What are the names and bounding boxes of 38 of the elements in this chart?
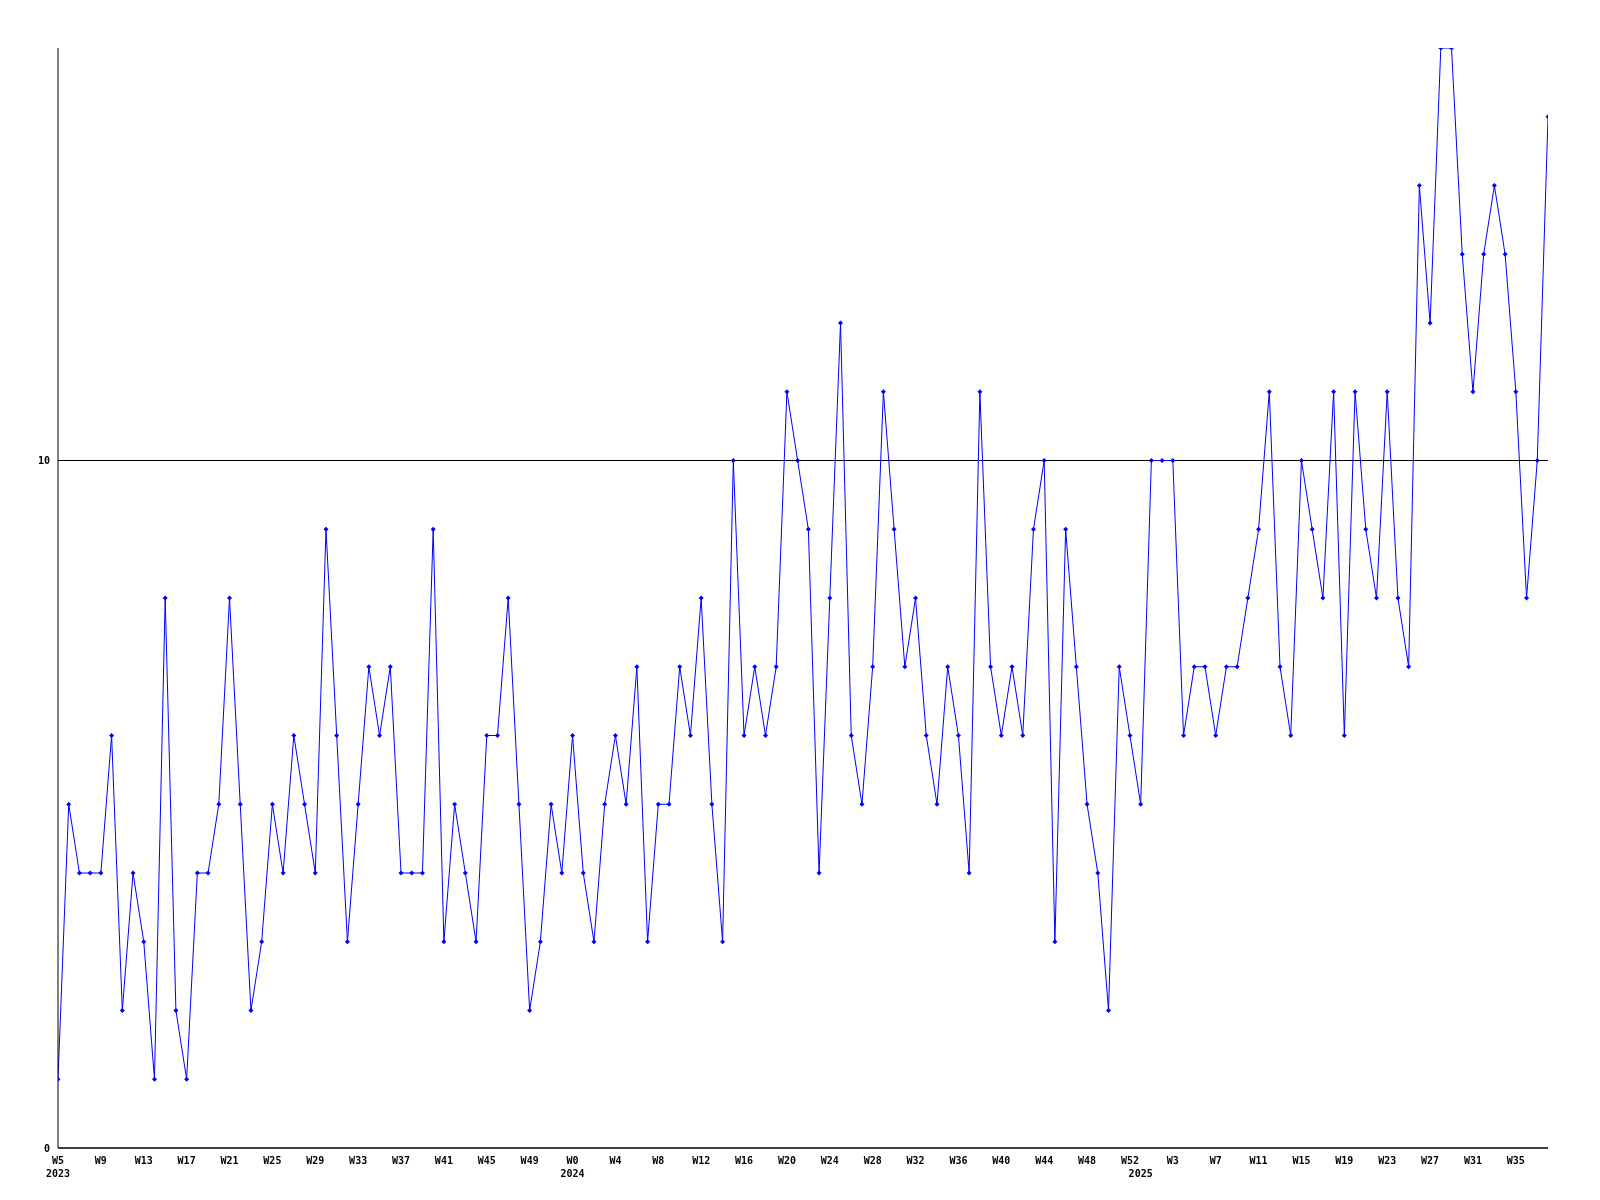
x-tick-label: W35 (1506, 1155, 1525, 1166)
x-tick-label: W25 (263, 1155, 282, 1166)
x-tick-label: W17 (177, 1155, 196, 1166)
x-tick-label: W29 (306, 1155, 325, 1166)
y-tick-label: 10 (37, 455, 50, 467)
x-tick-label: W36 (949, 1155, 968, 1166)
x-tick-label: W41 (434, 1155, 453, 1166)
x-tick-label: W19 (1335, 1155, 1354, 1166)
x-tick-label: W52 (1120, 1155, 1139, 1166)
x-tick-label: W0 2024 (560, 1155, 585, 1179)
x-tick-label: W15 (1292, 1155, 1311, 1166)
x-tick-label: W44 (1035, 1155, 1054, 1166)
x-tick-label: W31 (1463, 1155, 1482, 1166)
x-tick-label: W13 (134, 1155, 153, 1166)
x-tick-label: W45 (477, 1155, 496, 1166)
x-tick-label: W9 (94, 1155, 107, 1166)
x-tick-label: W11 (1249, 1155, 1268, 1166)
x-tick-label: W12 (692, 1155, 711, 1166)
x-tick-label: W33 (349, 1155, 368, 1166)
x-tick-label: W21 (220, 1155, 239, 1166)
y-tick-label: 0 (43, 1142, 50, 1154)
x-tick-label: W27 (1421, 1155, 1440, 1166)
x-tick-label: W16 (735, 1155, 754, 1166)
x-tick-label: W24 (820, 1155, 839, 1166)
x-tick-label: W37 (391, 1155, 411, 1166)
x-tick-label: W3 (1166, 1155, 1179, 1166)
x-tick-label: W5 2023 (45, 1155, 71, 1179)
x-tick-label: W28 (863, 1155, 882, 1166)
x-tick-label: 2025 (1128, 1168, 1153, 1179)
x-tick-label: W20 (777, 1155, 796, 1166)
x-tick-label: W7 (1209, 1155, 1222, 1166)
x-tick-label: W8 (652, 1155, 665, 1166)
x-tick-label: W49 (520, 1155, 539, 1166)
x-tick-label: W32 (906, 1155, 925, 1166)
x-tick-label: W48 (1078, 1155, 1097, 1166)
x-tick-label: W4 (609, 1155, 622, 1166)
x-tick-label: W23 (1378, 1155, 1397, 1166)
x-tick-label: W40 (992, 1155, 1011, 1166)
